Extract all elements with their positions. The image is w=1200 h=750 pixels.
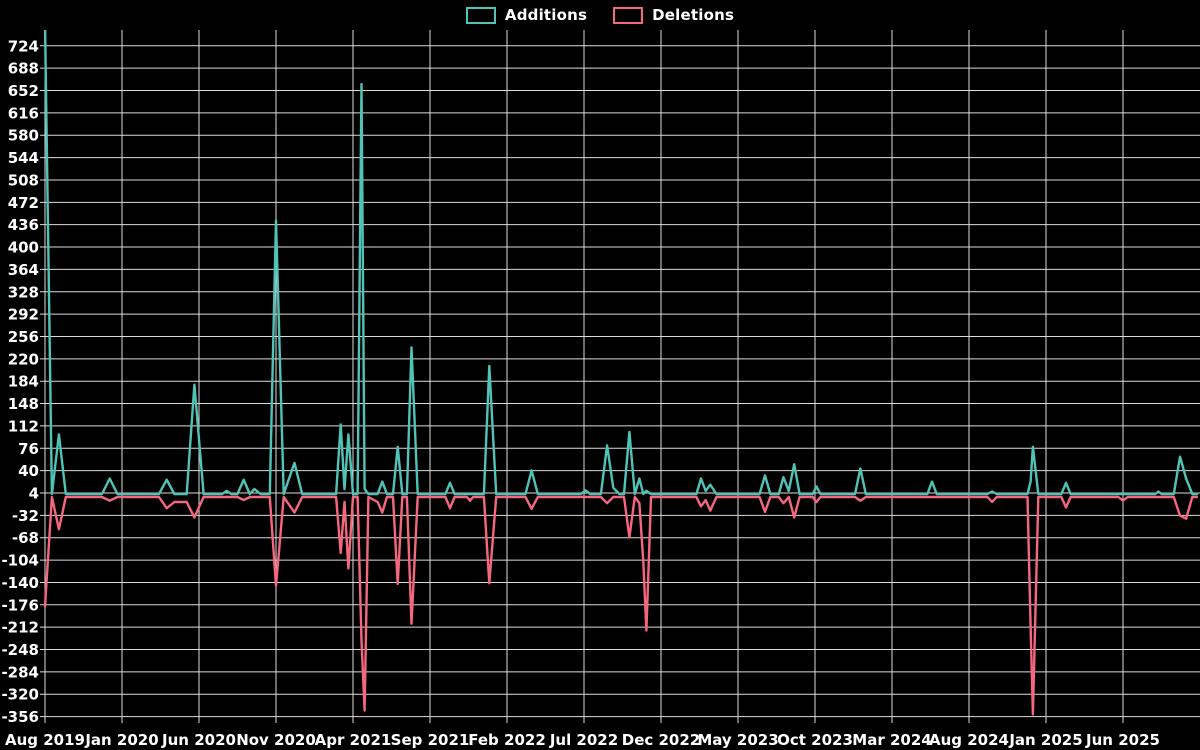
y-tick-label: 688 <box>8 60 39 78</box>
additions-line <box>43 30 1199 496</box>
additions-swatch-icon <box>465 6 496 24</box>
y-tick-label: 328 <box>8 283 39 301</box>
deletions-swatch-icon <box>613 6 644 24</box>
y-tick-label: -320 <box>1 686 39 704</box>
y-tick-label: 652 <box>8 82 39 100</box>
y-tick-label: 112 <box>8 417 39 435</box>
y-tick-label: 148 <box>8 395 39 413</box>
x-tick-label: Nov 2020 <box>236 731 316 749</box>
x-tick-label: Dec 2022 <box>622 731 701 749</box>
y-tick-label: -68 <box>12 529 39 547</box>
y-tick-label: 616 <box>8 104 39 122</box>
x-tick-label: Aug 2019 <box>5 731 85 749</box>
x-tick-label: Jul 2022 <box>549 731 618 749</box>
x-tick-label: Mar 2024 <box>852 731 931 749</box>
y-tick-label: 220 <box>8 350 39 368</box>
y-tick-label: -212 <box>1 619 39 637</box>
y-tick-label: 436 <box>8 216 39 234</box>
legend-deletions-label: Deletions <box>652 6 735 24</box>
y-tick-label: 472 <box>8 194 39 212</box>
y-tick-label: 184 <box>8 373 39 391</box>
legend-item-deletions[interactable]: Deletions <box>613 6 734 24</box>
x-tick-label: May 2023 <box>697 731 778 749</box>
y-tick-label: 400 <box>8 239 39 257</box>
y-tick-label: -140 <box>1 574 39 592</box>
legend-item-additions[interactable]: Additions <box>465 6 588 24</box>
y-tick-label: 724 <box>8 37 39 55</box>
y-tick-label: 76 <box>18 440 39 458</box>
x-tick-label: Jun 2020 <box>161 731 236 749</box>
deletions-line <box>43 495 1199 716</box>
x-tick-label: Oct 2023 <box>777 731 853 749</box>
x-tick-label: Aug 2024 <box>929 731 1009 749</box>
x-tick-label: Sep 2021 <box>391 731 470 749</box>
x-tick-label: Apr 2021 <box>315 731 392 749</box>
y-tick-label: 40 <box>18 462 39 480</box>
x-tick-label: Feb 2022 <box>468 731 546 749</box>
legend-additions-label: Additions <box>504 6 588 24</box>
y-tick-label: -104 <box>1 552 39 570</box>
y-tick-label: -284 <box>1 663 39 681</box>
y-tick-label: 292 <box>8 306 39 324</box>
chart-legend: Additions Deletions <box>0 6 1200 24</box>
y-tick-label: -176 <box>1 596 39 614</box>
y-tick-label: 4 <box>29 485 39 503</box>
y-tick-label: 364 <box>8 261 39 279</box>
y-tick-label: 544 <box>8 149 39 167</box>
y-tick-label: -32 <box>12 507 39 525</box>
x-tick-label: Jan 2025 <box>1008 731 1082 749</box>
y-tick-label: 256 <box>8 328 39 346</box>
x-tick-label: Jun 2025 <box>1085 731 1160 749</box>
x-tick-label: Jan 2020 <box>84 731 158 749</box>
y-tick-label: 580 <box>8 127 39 145</box>
y-tick-label: 508 <box>8 171 39 189</box>
y-tick-label: -248 <box>1 641 39 659</box>
y-tick-label: -356 <box>1 708 39 726</box>
